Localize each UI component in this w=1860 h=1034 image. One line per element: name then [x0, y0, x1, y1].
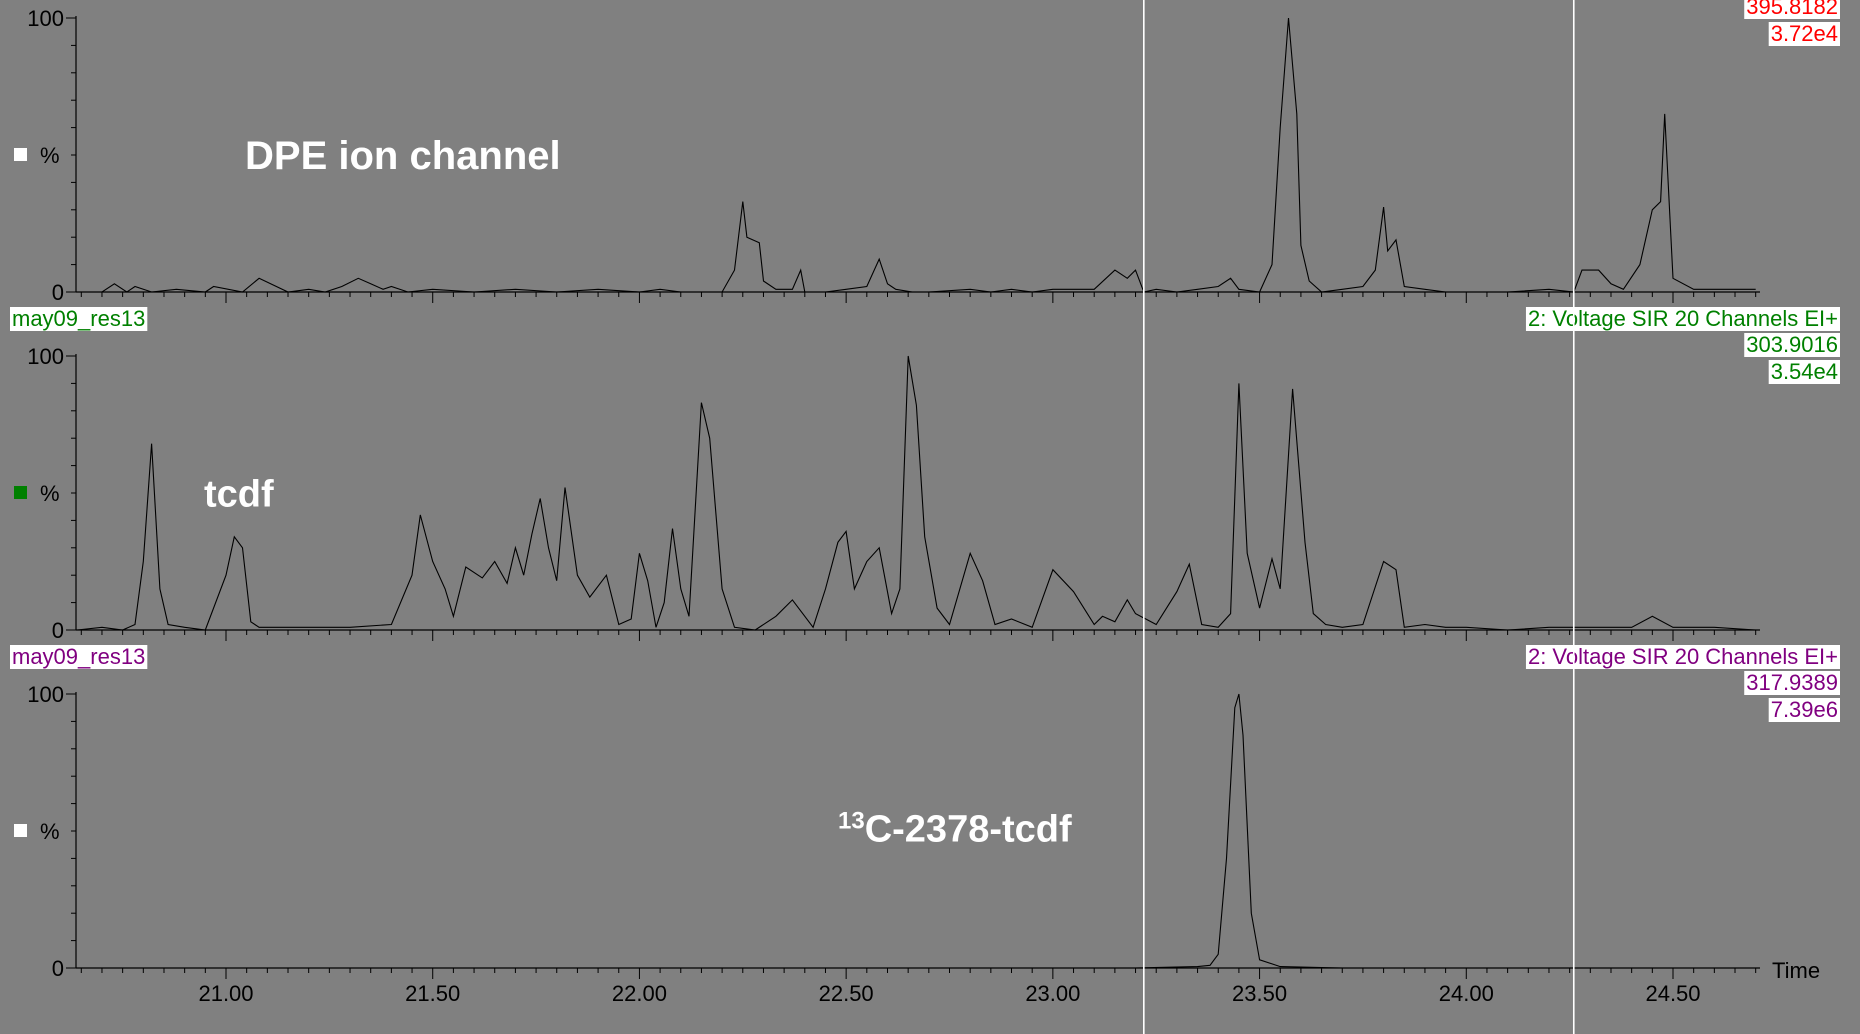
- header-right-3-bg: [1525, 645, 1840, 669]
- y-tick-label-100: 100: [27, 6, 64, 31]
- y-tick-label-100: 100: [27, 682, 64, 707]
- mass-label-3-bg: [1744, 671, 1840, 695]
- intensity-label-2: 3.54e4: [1768, 359, 1840, 384]
- mass-label-1: 395.8182: [1744, 0, 1840, 19]
- annotation-1: DPE ion channel: [245, 134, 561, 178]
- intensity-label-3-text: 7.39e6: [1771, 697, 1838, 722]
- legend-marker: [14, 148, 27, 161]
- x-axis-title: Time: [1772, 958, 1820, 983]
- x-tick-label: 24.00: [1439, 981, 1494, 1006]
- header-left-2: may09_res13: [10, 306, 148, 331]
- legend-marker: [14, 486, 27, 499]
- mass-label-1-bg: [1744, 0, 1840, 19]
- header-left-2-bg: [10, 307, 148, 331]
- x-tick-label: 22.50: [819, 981, 874, 1006]
- y-unit-label: %: [40, 481, 60, 506]
- intensity-label-3-bg: [1768, 698, 1840, 722]
- panel-1: 100 0% DPE ion channel: [14, 6, 1760, 305]
- x-tick-label: 24.50: [1645, 981, 1700, 1006]
- header-left-3: may09_res13: [10, 644, 148, 669]
- x-tick-label: 22.00: [612, 981, 667, 1006]
- intensity-label-2-text: 3.54e4: [1771, 359, 1838, 384]
- mass-label-2: 303.9016: [1744, 332, 1840, 357]
- header-right-3-text: 2: Voltage SIR 20 Channels EI+: [1528, 644, 1838, 669]
- y-tick-label-0: 0: [52, 618, 64, 643]
- y-tick-label-0: 0: [52, 280, 64, 305]
- x-tick-label: 21.00: [198, 981, 253, 1006]
- panel-2: 100 0% tcdf: [14, 344, 1760, 643]
- y-tick-label-0: 0: [52, 956, 64, 981]
- series-line: [77, 693, 1756, 969]
- x-tick-label: 23.00: [1025, 981, 1080, 1006]
- intensity-label-1-bg: [1768, 22, 1840, 46]
- annotation-3: 13C-2378-tcdf: [838, 807, 1072, 851]
- mass-label-1-text: 395.8182: [1746, 0, 1838, 19]
- header-left-2-text: may09_res13: [12, 306, 145, 331]
- header-left-3-bg: [10, 645, 148, 669]
- y-unit-label: %: [40, 819, 60, 844]
- mass-label-3-text: 317.9389: [1746, 670, 1838, 695]
- panel-3: 100 0% 13C-2378-tcdf: [14, 682, 1760, 981]
- y-tick-label-100: 100: [27, 344, 64, 369]
- y-unit-label: %: [40, 143, 60, 168]
- intensity-label-1-text: 3.72e4: [1771, 21, 1838, 46]
- legend-marker: [14, 824, 27, 837]
- header-right-2-bg: [1525, 307, 1840, 331]
- series-line: [77, 17, 1756, 293]
- header-right-2-text: 2: Voltage SIR 20 Channels EI+: [1528, 306, 1838, 331]
- annotation-main-text: C-2378-tcdf: [865, 809, 1072, 851]
- x-tick-label: 23.50: [1232, 981, 1287, 1006]
- x-tick-label: 21.50: [405, 981, 460, 1006]
- intensity-label-3: 7.39e6: [1768, 697, 1840, 722]
- annotation-superscript: 13: [838, 807, 865, 834]
- header-right-3: 2: Voltage SIR 20 Channels EI+: [1525, 644, 1840, 669]
- mass-label-3: 317.9389: [1744, 670, 1840, 695]
- mass-label-2-bg: [1744, 333, 1840, 357]
- mass-label-2-text: 303.9016: [1746, 332, 1838, 357]
- annotation-2: tcdf: [204, 473, 274, 515]
- intensity-label-1: 3.72e4: [1768, 21, 1840, 46]
- header-right-2: 2: Voltage SIR 20 Channels EI+: [1525, 306, 1840, 331]
- series-line: [77, 355, 1756, 631]
- header-left-3-text: may09_res13: [12, 644, 145, 669]
- intensity-label-2-bg: [1768, 360, 1840, 384]
